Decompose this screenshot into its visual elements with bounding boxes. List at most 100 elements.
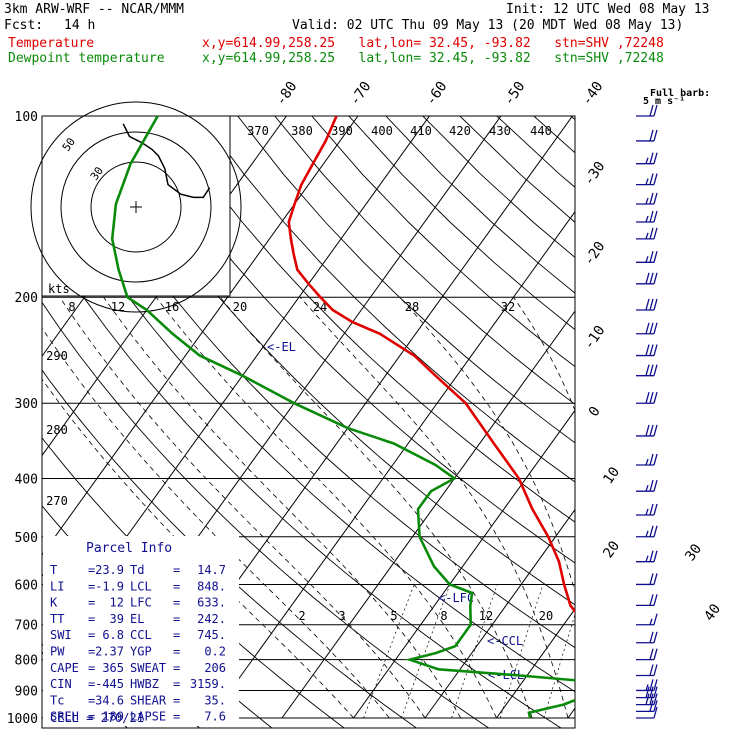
skew-temp-label: 0 — [586, 404, 604, 420]
wind-barb-flag — [653, 453, 658, 466]
wind-barb — [636, 251, 658, 263]
pressure-tick-label: 400 — [15, 472, 38, 487]
parcel-row-name: LAPSE — [130, 710, 166, 724]
moist-adiabat-line — [42, 378, 354, 719]
wind-barb-flag — [649, 480, 654, 492]
theta-label: 390 — [331, 124, 353, 138]
parcel-row-value: 34.6 — [95, 693, 124, 707]
parcel-row-equals: = — [88, 677, 95, 691]
theta-side-label: 280 — [46, 423, 68, 437]
dry-adiabat-line — [42, 164, 575, 693]
wind-barb-flag — [653, 392, 658, 404]
wind-barb-flag — [649, 679, 654, 691]
mixing-ratio-line — [401, 584, 451, 719]
model-title: 3km ARW-WRF -- NCAR/MMM — [4, 2, 185, 17]
wind-barb-flag — [645, 364, 650, 376]
parcel-row-name: SREH — [50, 710, 79, 724]
wind-barb-flag — [653, 613, 658, 625]
isotherm-line — [496, 608, 575, 719]
pressure-tick-label: 300 — [15, 397, 38, 412]
theta-label: 370 — [247, 124, 269, 138]
wind-barb-flag — [653, 344, 658, 356]
dry-adiabat-line — [422, 116, 575, 258]
skew-temp-label: 30 — [682, 541, 705, 564]
hodograph-ring-label: 50 — [60, 135, 78, 153]
isotherm-line — [711, 116, 740, 718]
wind-barb-half-flag — [645, 197, 649, 205]
level-label: <-LFC — [438, 591, 474, 605]
hodograph-speed-label: 16 — [165, 300, 179, 314]
moist-adiabat-line — [618, 297, 675, 718]
skew-temp-label: -80 — [273, 79, 301, 109]
wind-barb — [636, 503, 658, 516]
parcel-row-value: -1.9 — [95, 579, 124, 593]
parcel-row-name: SWEAT — [130, 661, 166, 675]
skew-temp-label: 40 — [701, 601, 724, 624]
valid-time: Valid: 02 UTC Thu 09 May 13 (20 MDT Wed … — [292, 18, 684, 33]
pressure-tick-label: 100 — [15, 110, 38, 125]
parcel-row-name: Tc — [50, 693, 64, 707]
wind-barb-flag — [645, 686, 650, 698]
parcel-row-name: LCL — [130, 579, 152, 593]
dry-adiabat-line — [608, 116, 740, 731]
wind-barb-flag — [653, 679, 658, 691]
wind-barb-half-flag — [645, 484, 649, 492]
mixing-ratio-line — [543, 613, 575, 719]
wind-barb-flag — [649, 192, 654, 205]
parcel-row-equals: = — [173, 645, 180, 659]
parcel-row-equals: = — [173, 596, 180, 610]
skew-temp-label: -50 — [501, 79, 529, 109]
wind-barb-flag — [645, 344, 650, 356]
wind-barb — [636, 272, 658, 285]
wind-barb-flag — [653, 480, 658, 492]
theta-label: 420 — [449, 124, 471, 138]
skew-temp-label: 20 — [600, 538, 623, 561]
moist-adiabat-line — [399, 296, 575, 594]
mixing-ratio-label: 12 — [479, 609, 493, 623]
wind-barb-half-flag — [645, 256, 649, 263]
parcel-row-name: SHEAR — [130, 693, 167, 707]
parcel-row-name: YGP — [130, 645, 152, 659]
wind-barb — [636, 693, 658, 706]
wind-barb-half-flag — [645, 555, 649, 562]
wind-barbs — [636, 104, 658, 719]
parcel-row-name: K — [50, 596, 58, 610]
wind-barb-flag — [653, 706, 658, 719]
parcel-row-name: LFC — [130, 596, 152, 610]
hodograph: 50 30 — [30, 101, 242, 313]
parcel-row-equals: = — [173, 661, 180, 675]
wind-barb-half-flag — [649, 618, 653, 625]
parcel-row-equals: = — [173, 563, 180, 577]
parcel-row-equals: = — [88, 596, 95, 610]
level-label: <-EL — [267, 340, 296, 354]
wind-barb — [636, 664, 658, 677]
parcel-row-equals: = — [173, 579, 180, 593]
pressure-tick-label: 500 — [15, 531, 38, 546]
hodograph-ring-label: 30 — [88, 164, 106, 182]
wind-barb — [636, 453, 658, 466]
wind-barb-flag — [653, 503, 658, 516]
isotherm-line — [281, 310, 575, 719]
mixing-ratio-label: 20 — [539, 609, 553, 623]
wind-barb-flag — [653, 686, 658, 698]
dry-adiabat-line — [533, 116, 575, 154]
dewpoint-trace — [110, 116, 575, 719]
parcel-row-value: 6.8 — [102, 628, 124, 642]
parcel-row-name: LI — [50, 579, 64, 593]
isotherm-line — [210, 210, 575, 719]
dry-adiabat-line — [89, 116, 575, 606]
parcel-row-equals: = — [173, 612, 180, 626]
wind-barb — [636, 129, 658, 142]
mixing-ratio-line — [451, 584, 498, 719]
dewpoint-series-label: Dewpoint temperature — [8, 51, 165, 66]
wind-barb-flag — [653, 152, 658, 164]
dry-adiabat-line — [237, 116, 575, 444]
init-time: Init: 12 UTC Wed 08 May 13 — [506, 2, 710, 17]
parcel-row-value: 2.37 — [95, 645, 124, 659]
dry-adiabat-line — [496, 116, 575, 188]
pressure-tick-label: 900 — [15, 684, 38, 699]
mixing-ratio-label: 5 — [390, 609, 397, 623]
pressure-tick-label: 1000 — [7, 712, 38, 727]
